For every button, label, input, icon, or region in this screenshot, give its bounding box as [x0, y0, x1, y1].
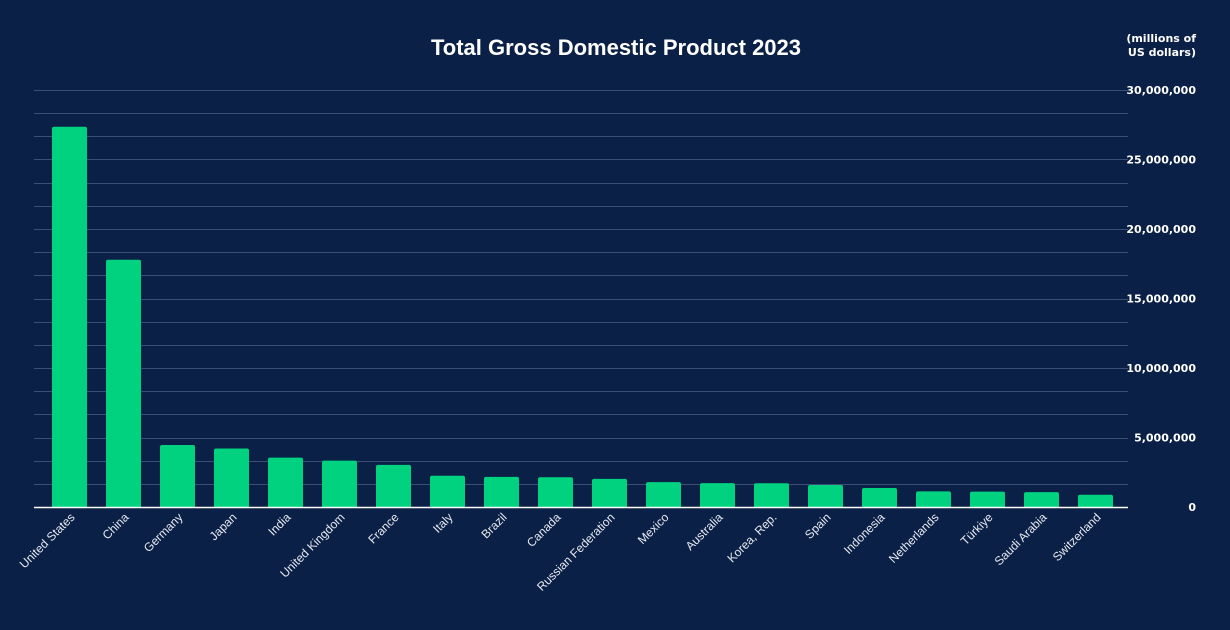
bar-brazil [484, 476, 519, 507]
x-tick-label: Japan [207, 510, 240, 543]
x-axis-ticks: United States China Germany Japan IndiaUnite… [17, 510, 1104, 594]
bar-mexico [646, 482, 681, 507]
bar-japan [214, 448, 249, 507]
bar-switzerland [1078, 494, 1113, 507]
bar-china [106, 259, 141, 507]
gridlines [34, 90, 1128, 485]
y-tick-label: 10,000,000 [1126, 362, 1196, 375]
x-tick-label: Netherlands [886, 510, 942, 566]
bar-t-rkiye [970, 491, 1005, 507]
x-tick-label: Brazil [478, 510, 509, 541]
x-tick-label: Mexico [635, 510, 672, 547]
bar-russian-federation [592, 478, 627, 507]
y-axis-unit-line-1: (millions of [1126, 32, 1196, 45]
x-tick-label: Indonesia [841, 510, 888, 557]
x-tick-label: India [265, 510, 294, 539]
y-tick-label: 25,000,000 [1126, 154, 1196, 167]
x-tick-label: Italy [430, 510, 455, 535]
y-tick-label: 20,000,000 [1126, 223, 1196, 236]
x-tick-label: France [365, 510, 402, 547]
bar-france [376, 464, 411, 507]
bar-canada [538, 477, 573, 507]
bar-korea-rep- [754, 483, 789, 507]
x-tick-label: Australia [683, 510, 726, 553]
y-axis-unit-line-2: US dollars) [1128, 46, 1196, 59]
bar-india [268, 457, 303, 507]
bar-spain [808, 485, 843, 507]
x-tick-label: Germany [141, 510, 186, 555]
bar-saudi-arabia [1024, 492, 1059, 507]
y-tick-label: 5,000,000 [1134, 432, 1196, 445]
bar-united-kingdom [322, 460, 357, 507]
bar-germany [160, 445, 195, 507]
bar-italy [430, 475, 465, 507]
y-tick-label: 30,000,000 [1126, 84, 1196, 97]
y-tick-label: 15,000,000 [1126, 293, 1196, 306]
x-tick-label: United States [17, 510, 78, 571]
x-tick-label: Korea, Rep. [724, 510, 779, 565]
x-tick-label: China [100, 510, 132, 542]
x-tick-label: Saudi Arabia [992, 510, 1050, 568]
bar-united-states [52, 126, 87, 508]
x-tick-label: Türkiye [958, 510, 996, 548]
bar-australia [700, 483, 735, 507]
x-tick-label: Spain [802, 510, 834, 542]
x-tick-label: Canada [524, 510, 564, 550]
bar-indonesia [862, 487, 897, 507]
bars [52, 126, 1113, 508]
x-tick-label: Switzerland [1050, 510, 1104, 564]
chart-title: Total Gross Domestic Product 2023 [431, 35, 801, 60]
y-tick-label: 0 [1188, 501, 1196, 514]
y-axis-ticks: 0 5,000,000 10,000,000 15,000,000 20,000,000… [1126, 84, 1196, 514]
bar-netherlands [916, 491, 951, 507]
